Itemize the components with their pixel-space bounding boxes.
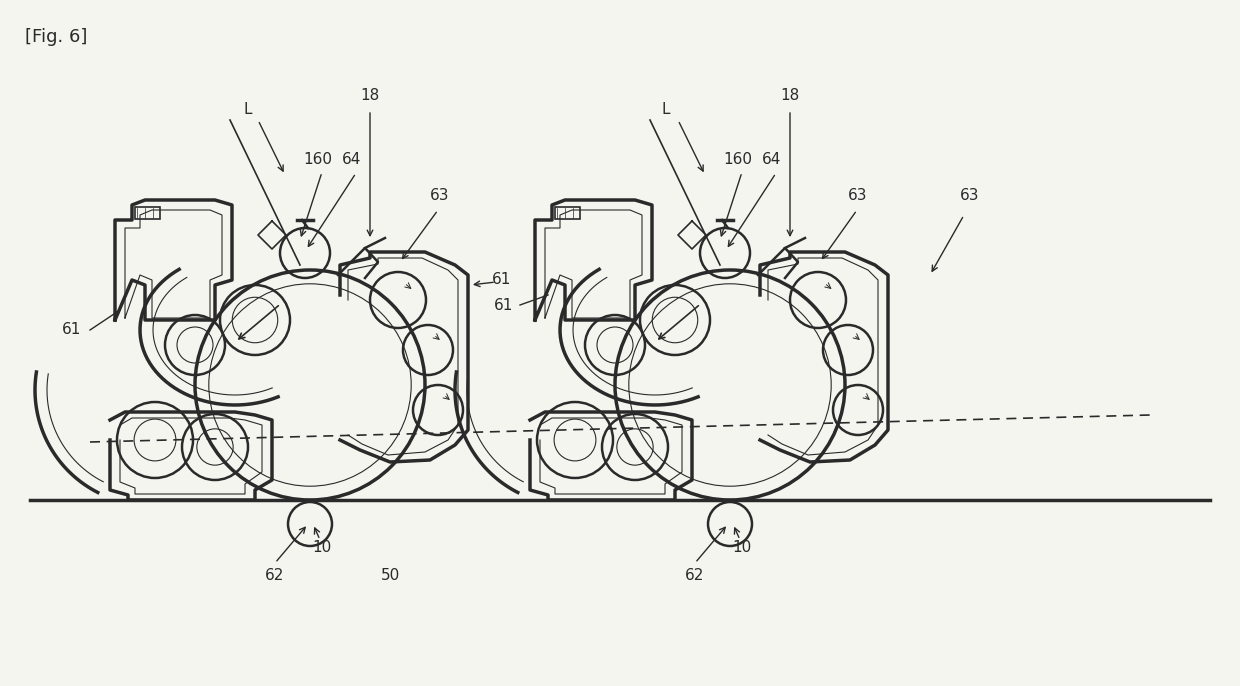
Text: 18: 18 (361, 88, 379, 102)
Text: 160: 160 (304, 152, 332, 167)
Text: 61: 61 (492, 272, 512, 287)
Text: 61: 61 (62, 322, 82, 338)
Text: L: L (244, 102, 252, 117)
Text: 64: 64 (763, 152, 781, 167)
Text: 62: 62 (265, 567, 285, 582)
Bar (556, 207, 580, 219)
Text: 63: 63 (430, 187, 450, 202)
Bar (135, 207, 160, 219)
Text: 63: 63 (960, 187, 980, 202)
Text: 64: 64 (342, 152, 362, 167)
Text: 10: 10 (733, 541, 751, 556)
Text: 50: 50 (381, 567, 399, 582)
Text: 18: 18 (780, 88, 800, 102)
Text: 160: 160 (723, 152, 753, 167)
Text: 10: 10 (312, 541, 331, 556)
Text: 62: 62 (686, 567, 704, 582)
Text: [Fig. 6]: [Fig. 6] (25, 28, 87, 46)
Text: 61: 61 (495, 298, 513, 313)
Text: L: L (662, 102, 671, 117)
Text: 63: 63 (848, 187, 868, 202)
